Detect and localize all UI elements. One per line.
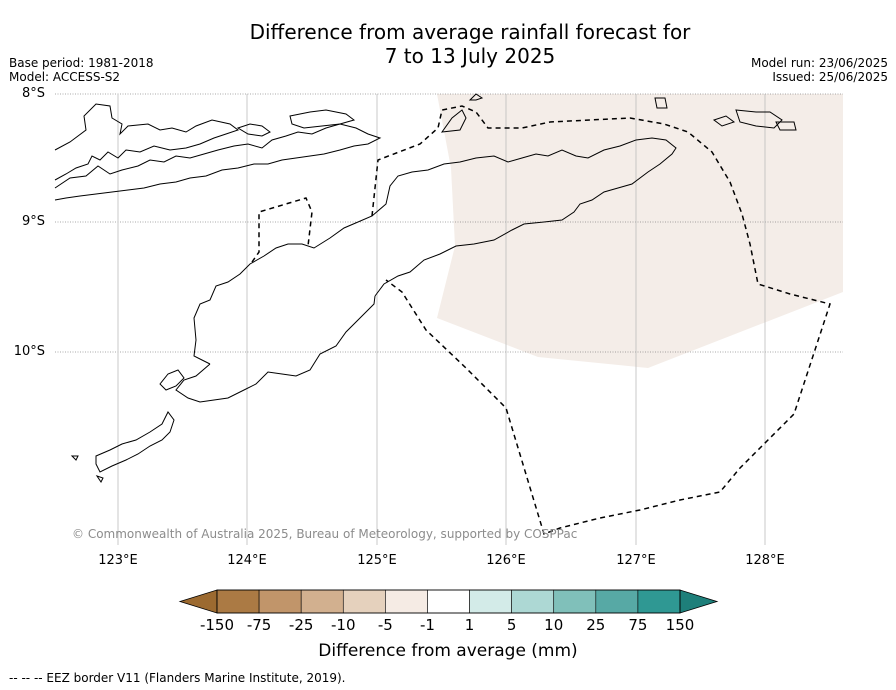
lat-label-10s: 10°S [13,344,45,359]
coast-timor-south [175,295,376,403]
eez-footnote: -- -- -- EEZ border V11 (Flanders Marine… [9,671,346,685]
coast-timor-north [193,137,677,365]
meta-right: Model run: 23/06/2025 Issued: 25/06/2025 [751,56,888,84]
colorbar-high-extension [679,589,719,614]
coastlines [54,93,797,483]
colorbar-tick-label: 25 [586,616,606,634]
colorbar-box [511,589,555,614]
colorbar-box [385,589,428,614]
colorbar-tick-label: -1 [419,616,435,634]
coast-sumba-east [95,411,175,473]
colorbar-tick-label: 150 [665,616,695,634]
coast-small-b [95,475,104,483]
coast-island-b [289,109,356,129]
colorbar-box [427,589,470,614]
coast-island-d [654,97,668,109]
colorbar-tick-label: 75 [628,616,648,634]
issued-date: Issued: 25/06/2025 [772,70,888,84]
colorbar-tick-label: -25 [288,616,314,634]
copyright-notice: © Commonwealth of Australia 2025, Bureau… [72,527,578,541]
colorbar-box [216,589,260,614]
lon-label-128e: 128°E [745,553,785,568]
coast-island-a [236,123,271,137]
colorbar-tick-label: -5 [377,616,393,634]
eez-border [251,105,831,535]
colorbar-tick-label: 5 [506,616,517,634]
chart-title: Difference from average rainfall forecas… [0,20,896,68]
base-period: Base period: 1981-2018 [9,56,154,70]
coast-island-e [712,115,736,127]
forecast-anomaly-area [437,94,843,368]
coast-island-f [735,109,783,129]
colorbar-label: Difference from average (mm) [318,641,578,661]
model-name: Model: ACCESS-S2 [9,70,121,84]
colorbar-box [553,589,597,614]
coast-flores-north [54,103,240,181]
colorbar-box [342,589,386,614]
lon-label-124e: 124°E [227,553,267,568]
coast-island-c [440,109,467,133]
lat-label-9s: 9°S [21,214,45,229]
meta-left: Base period: 1981-2018 Model: ACCESS-S2 [9,56,154,84]
lon-label-126e: 126°E [486,553,526,568]
colorbar-box [637,589,681,614]
colorbar-tick-label: -75 [246,616,272,634]
title-line-1: Difference from average rainfall forecas… [249,20,691,44]
model-run: Model run: 23/06/2025 [750,56,888,70]
lat-label-8s: 8°S [21,86,45,101]
colorbar-tick-label: -150 [199,616,235,634]
colorbar-tick-label: -10 [331,616,356,634]
lon-label-125e: 125°E [357,553,397,568]
colorbar-box [595,589,639,614]
coast-island-h [468,93,484,101]
colorbar-boxes [216,589,681,614]
colorbar-outline [216,589,681,614]
lon-label-123e: 123°E [98,553,138,568]
coast-small-a [70,455,79,461]
colorbar-tick-label: 10 [544,616,564,634]
colorbar-low-extension [178,589,218,614]
colorbar-tick-label: 1 [464,616,475,634]
coast-alor [159,369,185,391]
lon-label-127e: 127°E [616,553,656,568]
colorbar-box [300,589,344,614]
colorbar-box [469,589,512,614]
title-line-2: 7 to 13 July 2025 [384,44,556,68]
coast-island-g [775,121,797,131]
colorbar-box [258,589,302,614]
coast-flores-south [54,123,382,201]
